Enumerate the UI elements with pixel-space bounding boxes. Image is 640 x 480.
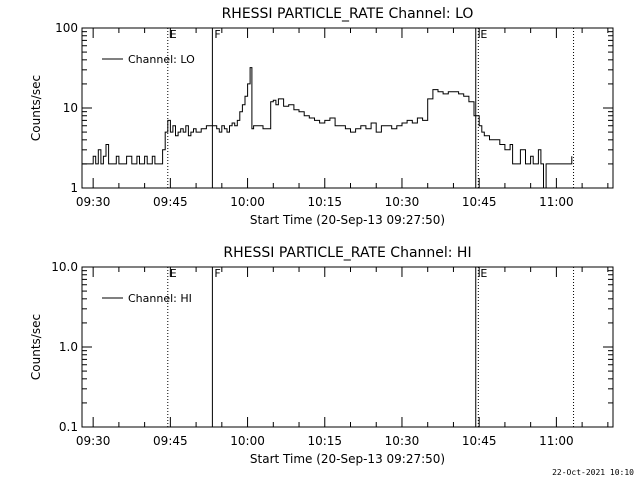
event-marker-label: E <box>170 28 177 41</box>
chart-title: RHESSI PARTICLE_RATE Channel: LO <box>222 6 474 22</box>
event-marker-label: F <box>214 28 220 41</box>
y-tick-label: 1 <box>70 181 78 195</box>
chart-title: RHESSI PARTICLE_RATE Channel: HI <box>223 245 471 261</box>
x-tick-label: 09:30 <box>76 434 111 448</box>
x-tick-label: 10:00 <box>230 434 265 448</box>
x-axis-label: Start Time (20-Sep-13 09:27:50) <box>250 213 445 227</box>
event-marker-label: E <box>170 267 177 280</box>
legend-label: Channel: HI <box>128 292 192 305</box>
y-tick-label: 10 <box>63 101 78 115</box>
event-marker-label: F <box>214 267 220 280</box>
plot-frame <box>81 266 614 428</box>
x-tick-label: 10:00 <box>230 195 265 209</box>
event-marker-label: E <box>480 267 487 280</box>
x-tick-label: 09:30 <box>76 195 111 209</box>
legend-label: Channel: LO <box>128 53 195 66</box>
x-tick-label: 11:00 <box>539 434 574 448</box>
x-tick-label: 10:45 <box>462 195 497 209</box>
x-axis-label: Start Time (20-Sep-13 09:27:50) <box>250 452 445 466</box>
x-tick-label: 10:45 <box>462 434 497 448</box>
y-axis-label: Counts/sec <box>29 75 43 141</box>
event-marker-label: E <box>480 28 487 41</box>
x-tick-label: 09:45 <box>153 434 188 448</box>
x-tick-label: 09:45 <box>153 195 188 209</box>
y-tick-label: 1.0 <box>59 340 78 354</box>
x-tick-label: 10:30 <box>385 195 420 209</box>
y-tick-label: 10.0 <box>51 260 78 274</box>
x-tick-label: 10:15 <box>307 434 342 448</box>
y-tick-label: 0.1 <box>59 420 78 434</box>
x-tick-label: 11:00 <box>539 195 574 209</box>
series-line-1 <box>82 67 573 189</box>
footer-timestamp: 22-Oct-2021 10:10 <box>552 468 634 477</box>
x-tick-label: 10:15 <box>307 195 342 209</box>
panel-2: RHESSI PARTICLE_RATE Channel: HI Counts/s… <box>29 245 614 466</box>
x-tick-label: 10:30 <box>385 434 420 448</box>
y-axis-label: Counts/sec <box>29 314 43 380</box>
y-tick-label: 100 <box>55 21 78 35</box>
panel-1: RHESSI PARTICLE_RATE Channel: LO Counts/s… <box>29 6 614 227</box>
